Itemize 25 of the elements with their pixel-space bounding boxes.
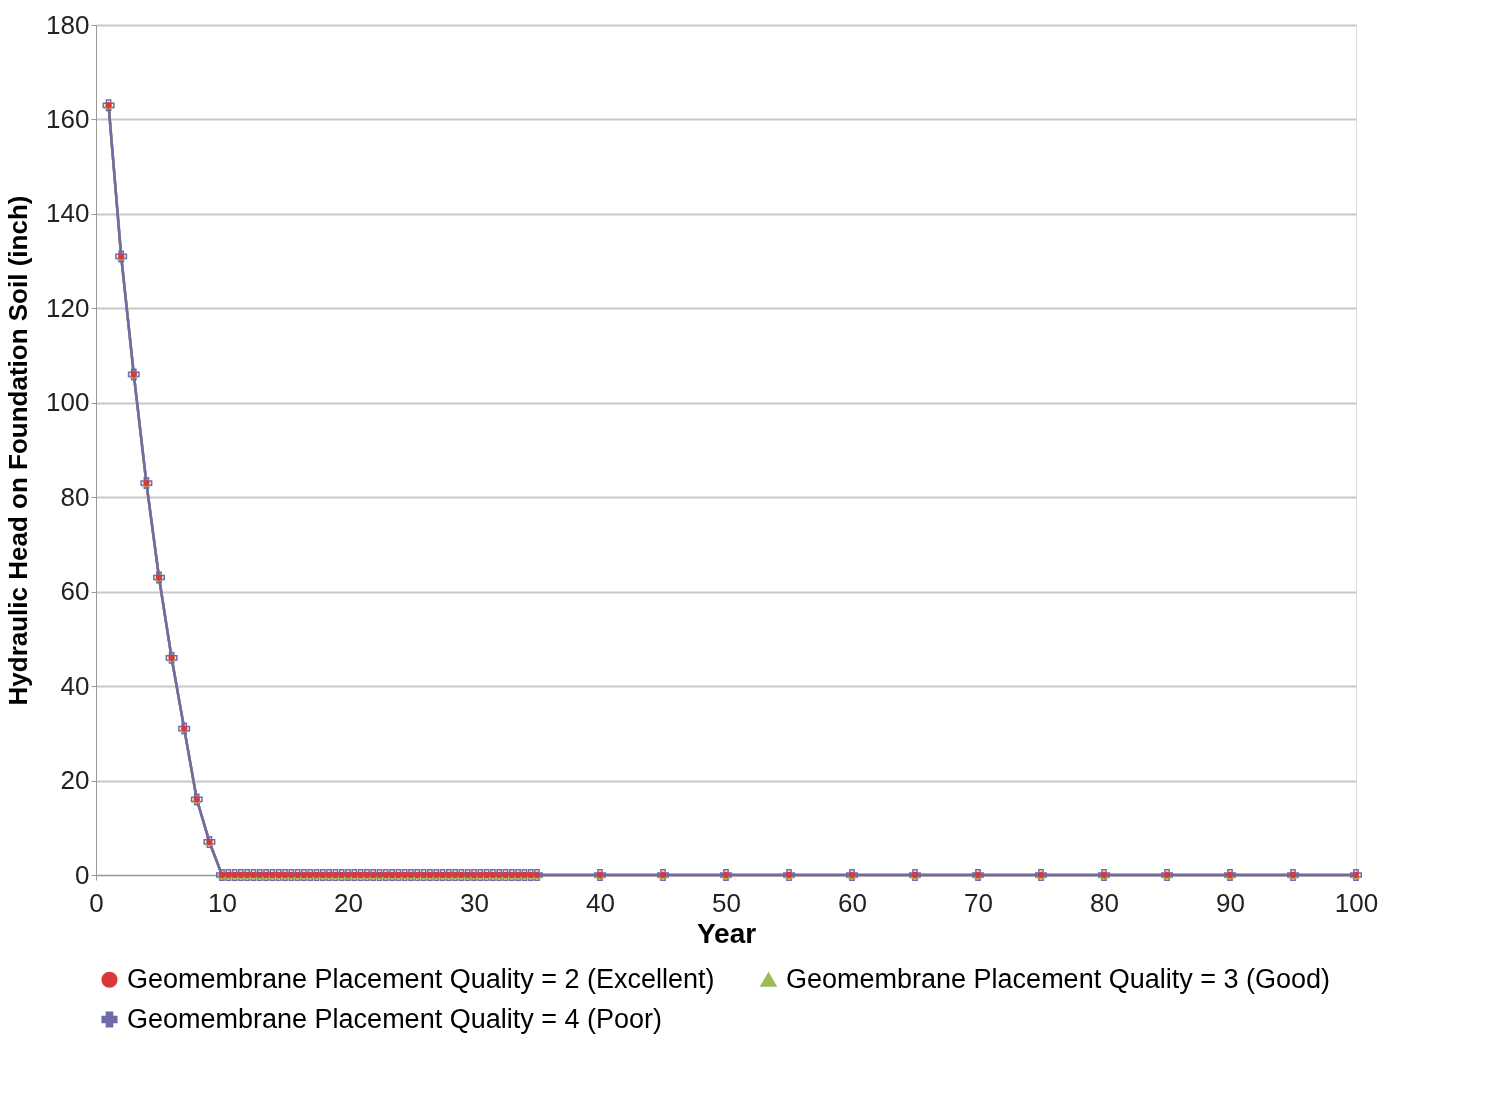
x-tick-label: 60 [838,887,867,918]
x-tick-label: 30 [460,887,489,918]
x-axis-title: Year [696,917,757,949]
x-tick-label: 20 [334,887,363,918]
x-tick-label: 40 [586,887,615,918]
x-tick-label: 90 [1216,887,1245,918]
x-tick-label: 10 [208,887,237,918]
legend-label: Geomembrane Placement Quality = 3 (Good) [786,963,1331,994]
y-tick-label: 180 [46,9,90,40]
y-tick-label: 20 [60,765,90,796]
x-tick-label: 70 [964,887,993,918]
y-axis-title: Hydraulic Head on Foundation Soil (inch) [3,195,34,706]
y-tick-label: 140 [46,198,90,229]
x-tick-label: 50 [712,887,741,918]
legend-label: Geomembrane Placement Quality = 4 (Poor) [127,1003,662,1034]
x-tick-label: 100 [1334,887,1379,918]
legend-label: Geomembrane Placement Quality = 2 (Excellent) [127,963,715,994]
y-tick-label: 100 [46,387,90,418]
y-tick-label: 0 [75,859,90,890]
x-tick-label: 80 [1090,887,1119,918]
y-tick-label: 80 [60,481,90,512]
y-tick-label: 160 [46,103,90,134]
y-tick-label: 60 [60,576,90,607]
y-tick-label: 40 [60,670,90,701]
y-tick-label: 120 [46,292,90,323]
